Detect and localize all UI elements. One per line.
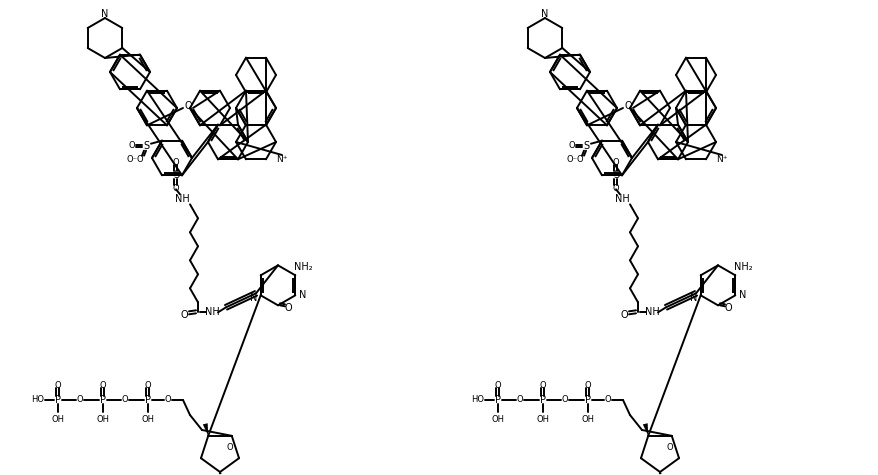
Text: O⁻: O⁻ <box>565 155 577 164</box>
Text: P: P <box>145 395 151 405</box>
Text: OH: OH <box>581 416 594 425</box>
Text: O: O <box>184 101 191 111</box>
Text: OH: OH <box>491 416 504 425</box>
Text: O: O <box>137 155 143 164</box>
Text: N: N <box>541 9 548 19</box>
Text: O: O <box>723 304 731 314</box>
Text: P: P <box>494 395 500 405</box>
Text: O: O <box>180 310 188 320</box>
Text: O: O <box>568 141 575 150</box>
Text: N: N <box>738 290 745 300</box>
Text: NH: NH <box>175 194 189 204</box>
Text: N⁺: N⁺ <box>276 155 287 164</box>
Text: NH: NH <box>205 307 220 317</box>
Text: O: O <box>172 184 179 193</box>
Text: HO: HO <box>471 396 484 405</box>
Text: S: S <box>173 171 179 180</box>
Text: N⁺: N⁺ <box>716 155 727 164</box>
Text: HO: HO <box>32 396 45 405</box>
Text: N: N <box>689 294 696 304</box>
Text: N: N <box>101 9 109 19</box>
Text: O: O <box>539 380 546 390</box>
Text: O: O <box>604 396 610 405</box>
Text: NH₂: NH₂ <box>293 262 313 272</box>
Text: O: O <box>164 396 171 405</box>
Text: O: O <box>623 101 631 111</box>
Text: O: O <box>561 396 568 405</box>
Text: P: P <box>539 395 545 405</box>
Text: O: O <box>145 380 151 390</box>
Text: O: O <box>494 380 500 390</box>
Text: O: O <box>612 158 619 167</box>
Text: P: P <box>55 395 61 405</box>
Text: O: O <box>76 396 83 405</box>
Text: O: O <box>128 141 135 150</box>
Text: O: O <box>284 304 291 314</box>
Text: O: O <box>227 443 233 452</box>
Text: O: O <box>584 380 591 390</box>
Text: O: O <box>172 158 179 167</box>
Text: S: S <box>612 171 618 180</box>
Text: N: N <box>249 294 257 304</box>
Text: O⁻: O⁻ <box>126 155 137 164</box>
Polygon shape <box>203 423 208 436</box>
Text: O: O <box>612 184 619 193</box>
Text: N: N <box>299 290 306 300</box>
Text: O: O <box>121 396 128 405</box>
Text: OH: OH <box>97 416 110 425</box>
Text: NH: NH <box>614 194 629 204</box>
Text: O: O <box>576 155 583 164</box>
Text: O: O <box>666 443 673 452</box>
Text: O: O <box>99 380 106 390</box>
Text: O: O <box>620 310 627 320</box>
Text: O: O <box>54 380 61 390</box>
Text: OH: OH <box>536 416 549 425</box>
Text: NH₂: NH₂ <box>733 262 752 272</box>
Text: OH: OH <box>52 416 64 425</box>
Text: P: P <box>100 395 106 405</box>
Text: O: O <box>516 396 522 405</box>
Text: OH: OH <box>141 416 155 425</box>
Polygon shape <box>642 423 647 436</box>
Text: S: S <box>143 141 149 151</box>
Text: S: S <box>582 141 588 151</box>
Text: NH: NH <box>644 307 658 317</box>
Text: P: P <box>585 395 590 405</box>
